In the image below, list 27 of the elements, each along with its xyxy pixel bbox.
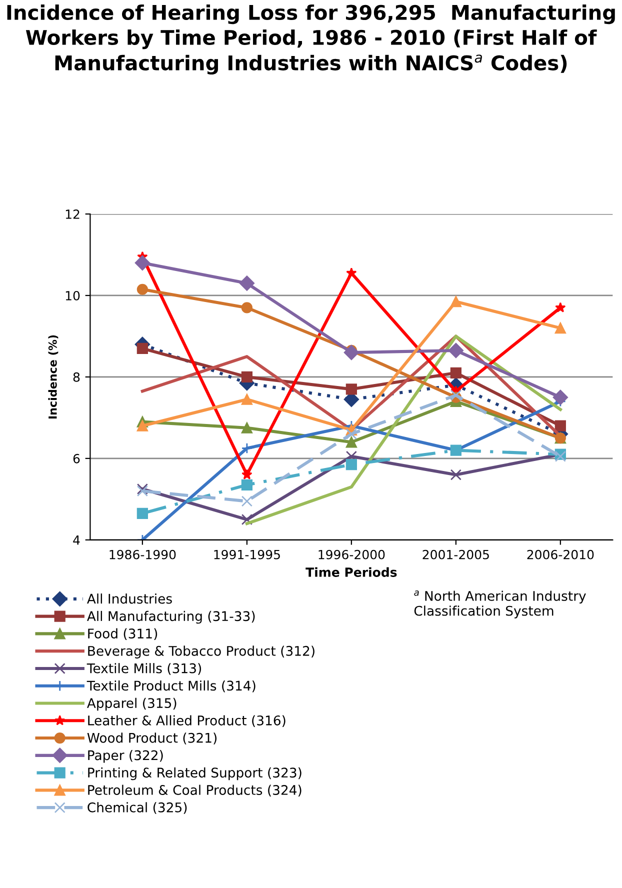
legend-label: Beverage & Tobacco Product (312) [88,646,314,658]
y-tick-label: 12 [66,209,80,219]
chart-title: Incidence of Hearing Loss for 396,295 Manufacturing Workers by Time Period, 1986 - 2010 (First Half of Manufacturing Industries with NAICS$^{a}$ Codes) [7,4,615,75]
x-tick-label: 1996-2000 [318,550,385,560]
legend-label: All Manufacturing (31-33) [86,610,255,624]
x-tick-label: 1991-1995 [214,550,280,560]
legend-label: Wood Product (321) [87,732,217,744]
legend-label: Printing & Related Support (323) [88,767,302,780]
x-axis-title: Time Periods [306,567,397,577]
legend-label: Textile Mills (313) [86,663,202,675]
y-tick-label: 10 [66,290,80,300]
legend-label: Apparel (315) [86,698,176,711]
text: $^{a}$ North American Industry Classification System [414,590,586,618]
x-tick-label: 2006-2010 [527,550,594,560]
legend-label: Textile Product Mills (314) [86,680,256,692]
legend-label: Paper (322) [88,750,163,763]
legend-label: Leather & Allied Product (316) [88,715,286,727]
y-tick-label: 6 [73,454,80,464]
x-tick-label: 2001-2005 [422,550,489,560]
y-axis-title: Incidence (%) [48,335,58,418]
x-tick-label: 1986-1990 [110,550,176,560]
y-tick-label: 8 [73,372,80,382]
y-tick-label: 4 [73,536,80,545]
legend-label: Food (311) [88,628,158,640]
legend-label: All Industries [86,594,172,604]
legend-label: Chemical (325) [88,802,187,814]
legend-label: Petroleum & Coal Products (324) [88,784,302,797]
